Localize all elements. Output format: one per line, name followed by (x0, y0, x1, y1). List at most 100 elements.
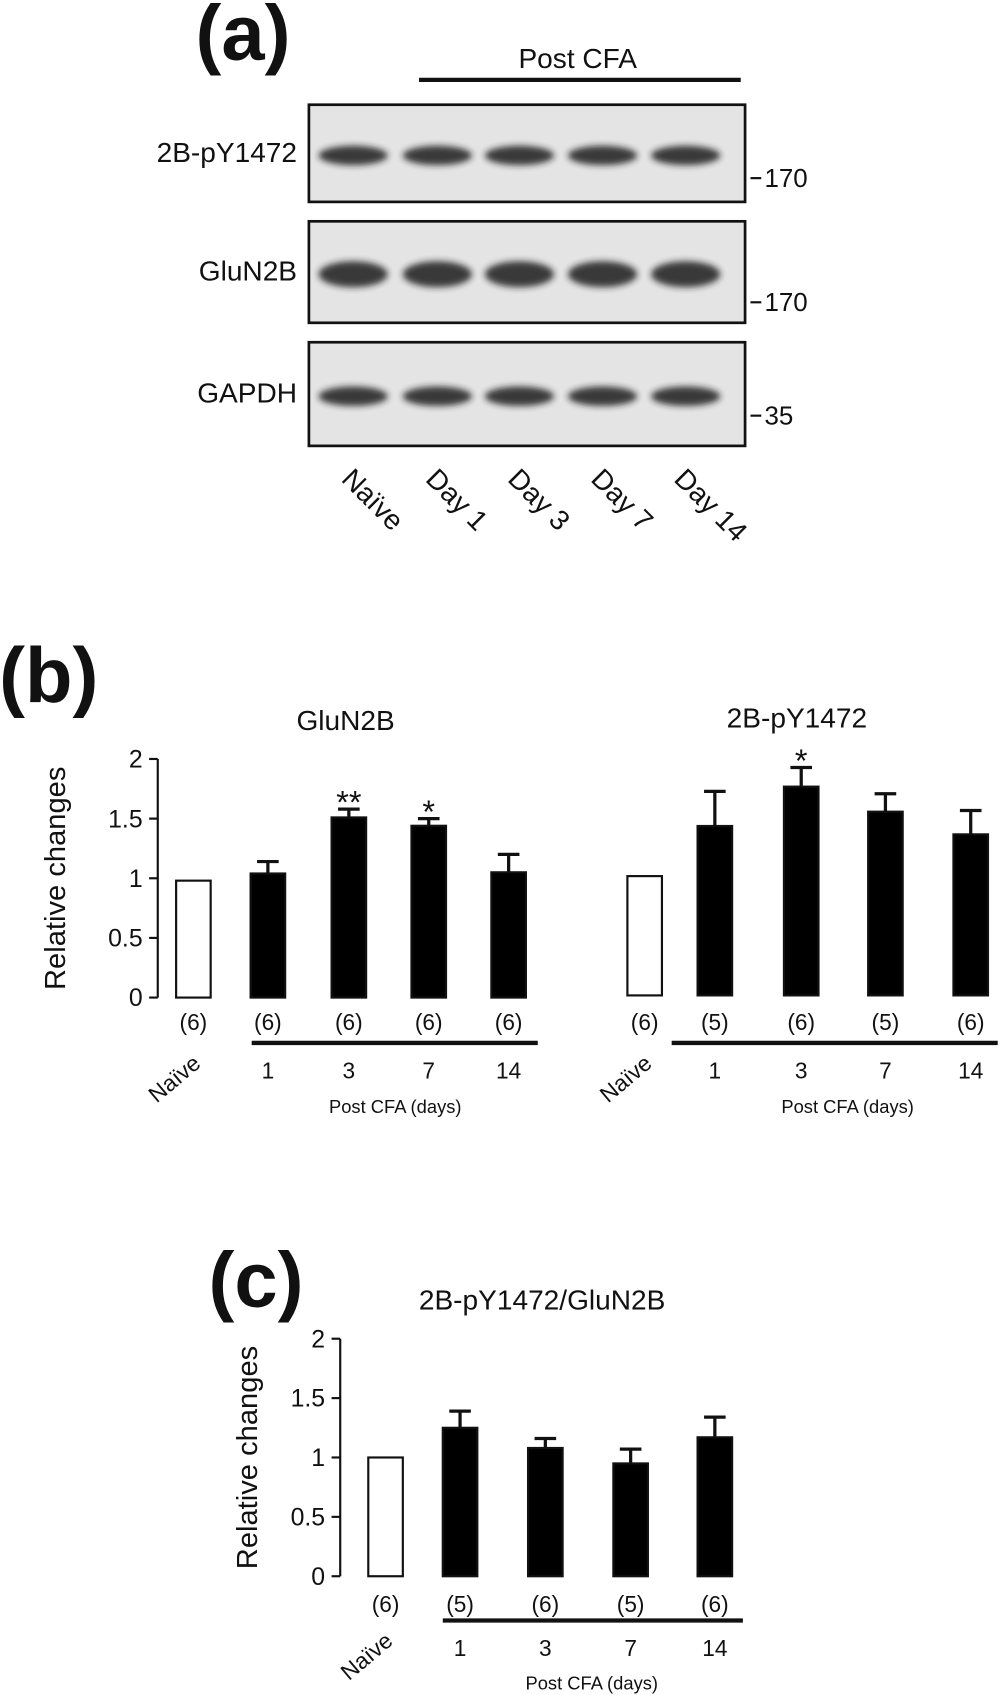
blot-band (651, 261, 721, 288)
bar (952, 833, 990, 997)
blot-band (568, 145, 638, 166)
n-label: (6) (957, 1009, 985, 1035)
error-bar (704, 789, 726, 827)
x-tick-label: Naïve (335, 1627, 397, 1685)
bar (782, 785, 820, 997)
y-axis-label: Relative changes (40, 767, 72, 990)
bar (249, 872, 287, 999)
significance-label: * (795, 743, 808, 779)
error-bar (449, 1409, 471, 1428)
y-tick-label: 1.5 (291, 1386, 326, 1413)
blot-band (402, 145, 472, 166)
y-tick-label: 0.5 (291, 1505, 326, 1532)
x-tick-label: 7 (879, 1058, 892, 1084)
y-tick-label: 2 (311, 1326, 325, 1353)
x-tick-label: 14 (958, 1058, 983, 1084)
y-tick-label: 1.5 (108, 806, 143, 833)
blot-band (568, 261, 638, 288)
x-tick-label: 7 (624, 1635, 637, 1661)
bar (696, 824, 734, 997)
significance-label: * (422, 794, 435, 830)
bar (626, 875, 664, 997)
panel-label: (c) (209, 1237, 304, 1323)
lane-label: Day 1 (420, 463, 494, 537)
blot-band (318, 145, 388, 166)
x-tick-label: 1 (709, 1058, 722, 1084)
n-label: (6) (495, 1009, 523, 1035)
blot-band (484, 386, 554, 406)
bar (330, 816, 368, 999)
blot-row-label: GluN2B (199, 256, 297, 287)
y-tick-label: 0 (129, 985, 143, 1012)
significance-label: ** (336, 784, 362, 820)
bar (441, 1426, 479, 1578)
blot-band (484, 145, 554, 166)
n-label: (6) (701, 1591, 729, 1617)
x-tick-label: 1 (262, 1058, 275, 1084)
bar (612, 1462, 649, 1578)
blot-band (568, 386, 638, 406)
bar (410, 824, 448, 999)
n-label: (6) (415, 1009, 443, 1035)
x-axis-label: Post CFA (days) (526, 1673, 659, 1694)
y-tick-label: 0.5 (108, 926, 143, 953)
n-label: (6) (180, 1009, 208, 1035)
error-bar (257, 859, 279, 874)
n-label: (6) (372, 1591, 400, 1617)
error-bar (704, 1415, 726, 1438)
blot-band (318, 386, 388, 406)
bar (867, 810, 904, 997)
blot-band (651, 145, 721, 166)
x-tick-label: 3 (539, 1635, 552, 1661)
n-label: (6) (335, 1009, 363, 1035)
x-tick-label: 3 (795, 1058, 808, 1084)
n-label: (6) (631, 1009, 659, 1035)
x-tick-label: 14 (702, 1635, 727, 1661)
error-bar (874, 792, 897, 812)
blot-band (651, 386, 721, 406)
y-tick-label: 0 (311, 1564, 325, 1591)
lane-label: Naïve (336, 463, 410, 537)
n-label: (6) (787, 1009, 815, 1035)
lane-label: Day 14 (668, 463, 753, 548)
blot-group-label: Post CFA (518, 43, 637, 74)
marker-label: 35 (765, 402, 794, 430)
error-bar (534, 1436, 557, 1448)
error-bar (497, 852, 520, 873)
blot-row-label: 2B-pY1472 (157, 137, 297, 168)
x-axis-label: Post CFA (days) (329, 1096, 462, 1117)
bar (367, 1456, 404, 1578)
n-label: (5) (872, 1009, 900, 1035)
chart-title: 2B-pY1472 (727, 703, 867, 734)
error-bar (338, 807, 360, 818)
error-bar (790, 765, 813, 787)
blot-row-label: GAPDH (197, 378, 297, 409)
n-label: (6) (254, 1009, 282, 1035)
blot-band (402, 386, 472, 406)
bar (696, 1436, 734, 1578)
x-axis-label: Post CFA (days) (781, 1096, 914, 1117)
x-tick-label: Naïve (143, 1049, 205, 1107)
lane-label: Day 7 (585, 463, 659, 537)
marker-label: 170 (765, 165, 808, 193)
n-label: (6) (531, 1591, 559, 1617)
y-tick-label: 1 (311, 1445, 325, 1472)
x-tick-label: Naïve (594, 1049, 656, 1107)
x-tick-label: 7 (422, 1058, 435, 1084)
error-bar (959, 808, 982, 835)
y-tick-label: 2 (129, 747, 143, 774)
error-bar (619, 1447, 642, 1464)
panel-label: (a) (196, 0, 291, 76)
x-tick-label: 1 (454, 1635, 467, 1661)
n-label: (5) (701, 1009, 729, 1035)
y-axis-label: Relative changes (232, 1346, 264, 1569)
chart-title: GluN2B (296, 705, 394, 736)
lane-label: Day 3 (502, 463, 576, 537)
bar (175, 879, 212, 999)
bar (526, 1446, 564, 1578)
error-bar (417, 817, 440, 826)
x-tick-label: 3 (343, 1058, 356, 1084)
bar (490, 871, 527, 999)
n-label: (5) (617, 1591, 645, 1617)
